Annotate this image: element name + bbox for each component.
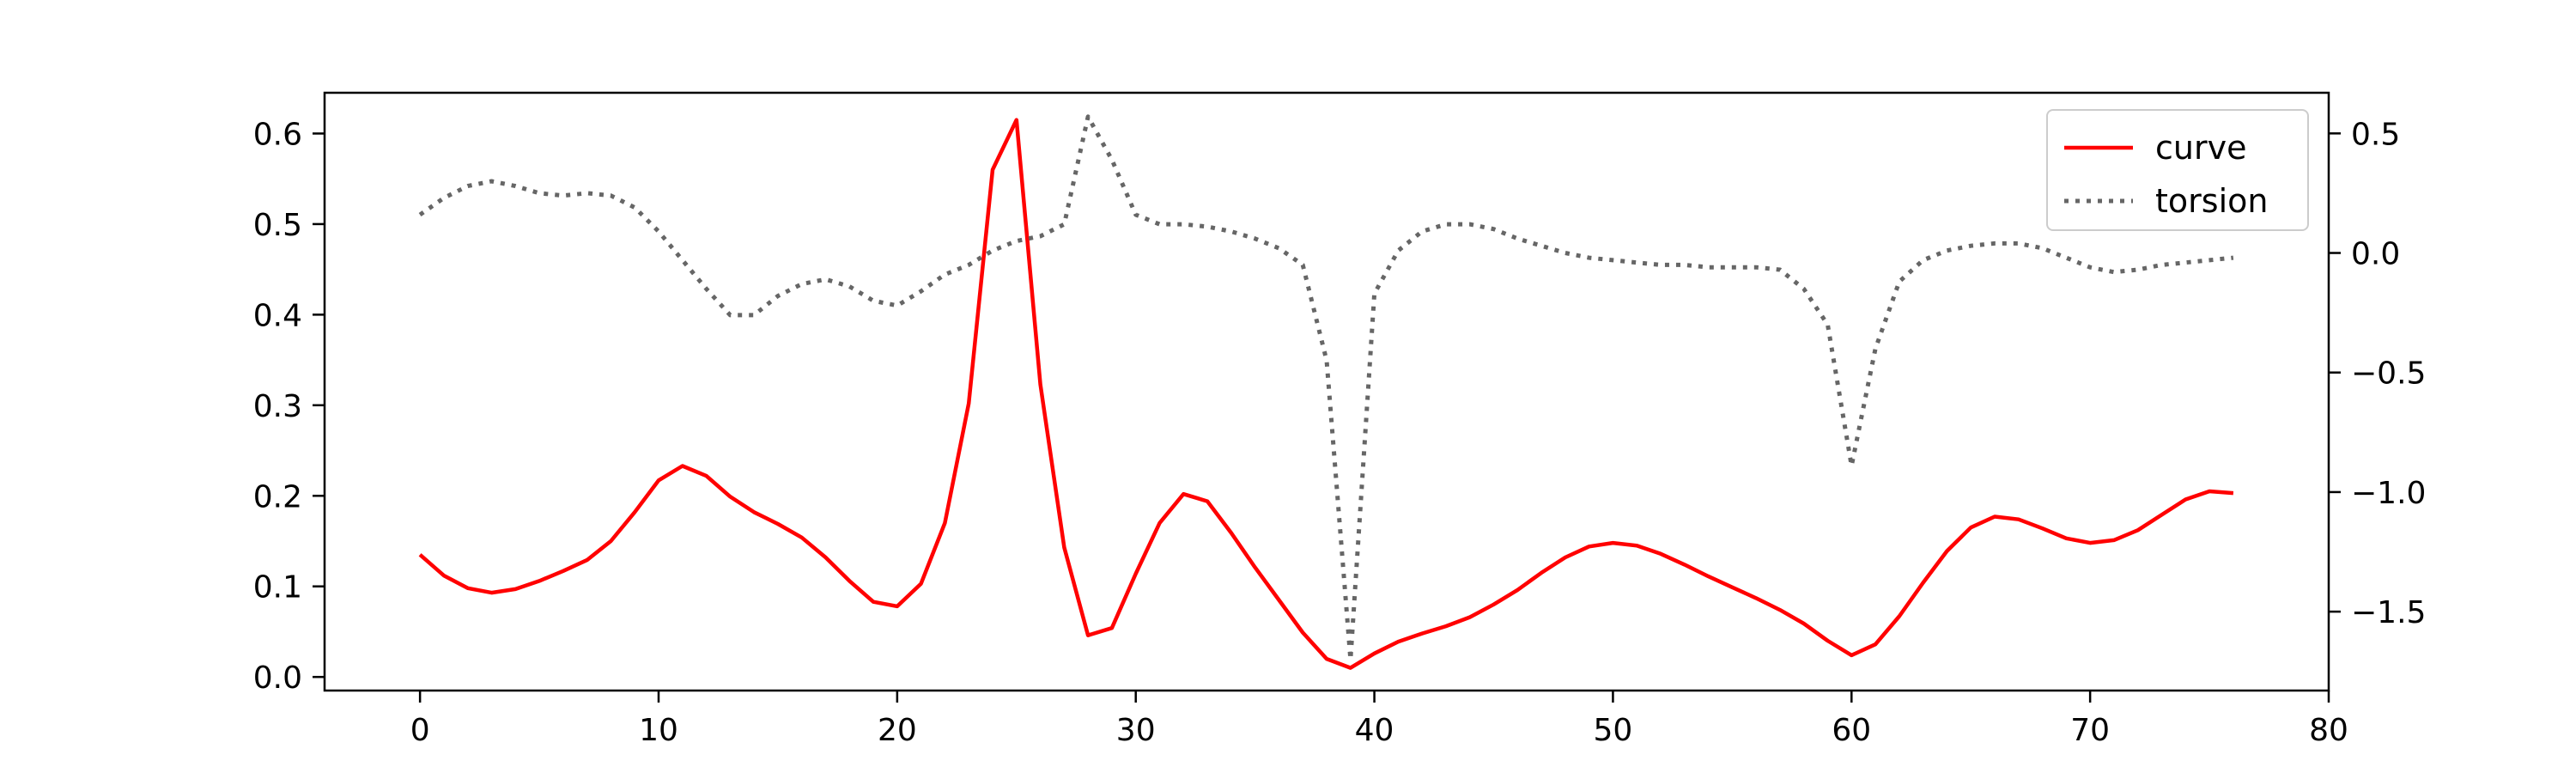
y-axis-right: 0.5 0.0 −0.5 −1.0 −1.5 xyxy=(2329,117,2426,630)
y2-tick-label: −1.5 xyxy=(2351,595,2426,630)
series-line-curve xyxy=(418,118,2234,670)
series-line-torsion xyxy=(418,114,2234,662)
legend: curve torsion xyxy=(2046,109,2309,231)
legend-label-torsion: torsion xyxy=(2155,182,2268,220)
series-layer xyxy=(418,114,2234,670)
x-tick-label: 50 xyxy=(1594,713,1633,748)
x-tick-label: 60 xyxy=(1832,713,1871,748)
y-tick-label: 0.4 xyxy=(253,298,302,333)
y-tick-label: 0.0 xyxy=(253,660,302,696)
y2-tick-label: −1.0 xyxy=(2351,476,2426,511)
x-tick-label: 80 xyxy=(2309,713,2348,748)
y2-tick-label: 0.5 xyxy=(2351,117,2400,152)
x-tick-label: 40 xyxy=(1355,713,1394,748)
y2-tick-label: −0.5 xyxy=(2351,356,2426,392)
y-tick-label: 0.2 xyxy=(253,479,302,514)
y-tick-label: 0.1 xyxy=(253,570,302,606)
x-tick-label: 30 xyxy=(1116,713,1156,748)
legend-label-curve: curve xyxy=(2155,129,2246,167)
x-tick-label: 70 xyxy=(2070,713,2110,748)
y-tick-label: 0.6 xyxy=(253,117,302,152)
y-tick-label: 0.3 xyxy=(253,389,302,424)
x-axis: 0 10 20 30 40 50 60 70 80 xyxy=(410,691,2348,748)
x-tick-label: 0 xyxy=(410,713,430,748)
plot-frame xyxy=(323,91,2330,692)
x-tick-label: 10 xyxy=(639,713,678,748)
y2-tick-label: 0.0 xyxy=(2351,237,2400,272)
x-tick-label: 20 xyxy=(878,713,917,748)
y-tick-label: 0.5 xyxy=(253,208,302,243)
y-axis-left: 0.0 0.1 0.2 0.3 0.4 0.5 0.6 xyxy=(253,117,325,696)
